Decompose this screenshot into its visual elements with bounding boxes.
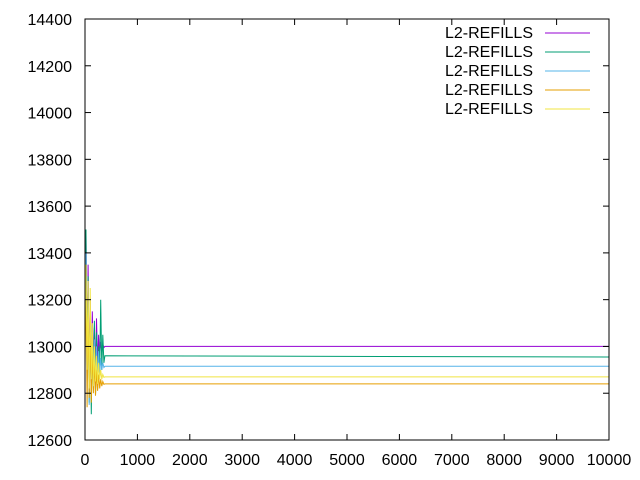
x-tick-label: 0 bbox=[81, 452, 90, 469]
axis-layer: 0 1000 2000 3000 4000 5000 6000 7000 8000 9000 100… bbox=[28, 12, 632, 469]
y-tick-label: 14400 bbox=[28, 12, 73, 29]
series-line-4 bbox=[84, 276, 609, 408]
y-tick-label: 13600 bbox=[28, 199, 73, 216]
legend-label-5: L2-REFILLS bbox=[445, 101, 533, 118]
x-tick-label: 5000 bbox=[329, 452, 365, 469]
series-line-3 bbox=[84, 252, 609, 405]
x-tick-label: 10000 bbox=[587, 452, 632, 469]
legend-label-3: L2-REFILLS bbox=[445, 63, 533, 80]
legend-label-2: L2-REFILLS bbox=[445, 44, 533, 61]
y-tick-label: 14200 bbox=[28, 59, 73, 76]
x-tick-label: 7000 bbox=[434, 452, 470, 469]
legend-label-1: L2-REFILLS bbox=[445, 25, 533, 42]
y-tick-label: 12800 bbox=[28, 386, 73, 403]
series-line-1 bbox=[84, 234, 609, 389]
y-tick-label: 14000 bbox=[28, 106, 73, 123]
x-tick-label: 8000 bbox=[486, 452, 522, 469]
x-tick-label: 2000 bbox=[172, 452, 208, 469]
x-tick-label: 9000 bbox=[539, 452, 575, 469]
series-layer bbox=[84, 229, 610, 415]
x-tick-label: 1000 bbox=[120, 452, 156, 469]
y-tick-label: 13000 bbox=[28, 339, 73, 356]
x-tick-label: 6000 bbox=[382, 452, 418, 469]
x-tick-label: 4000 bbox=[277, 452, 313, 469]
series-line-2 bbox=[84, 229, 610, 415]
y-tick-label: 12600 bbox=[28, 433, 73, 450]
series-line-5 bbox=[84, 264, 609, 389]
legend: L2-REFILLS L2-REFILLS L2-REFILLS L2-REFILLS… bbox=[445, 25, 590, 118]
x-tick-label: 3000 bbox=[224, 452, 260, 469]
y-tick-label: 13800 bbox=[28, 152, 73, 169]
y-tick-label: 13200 bbox=[28, 293, 73, 310]
legend-label-4: L2-REFILLS bbox=[445, 82, 533, 99]
y-tick-label: 13400 bbox=[28, 246, 73, 263]
